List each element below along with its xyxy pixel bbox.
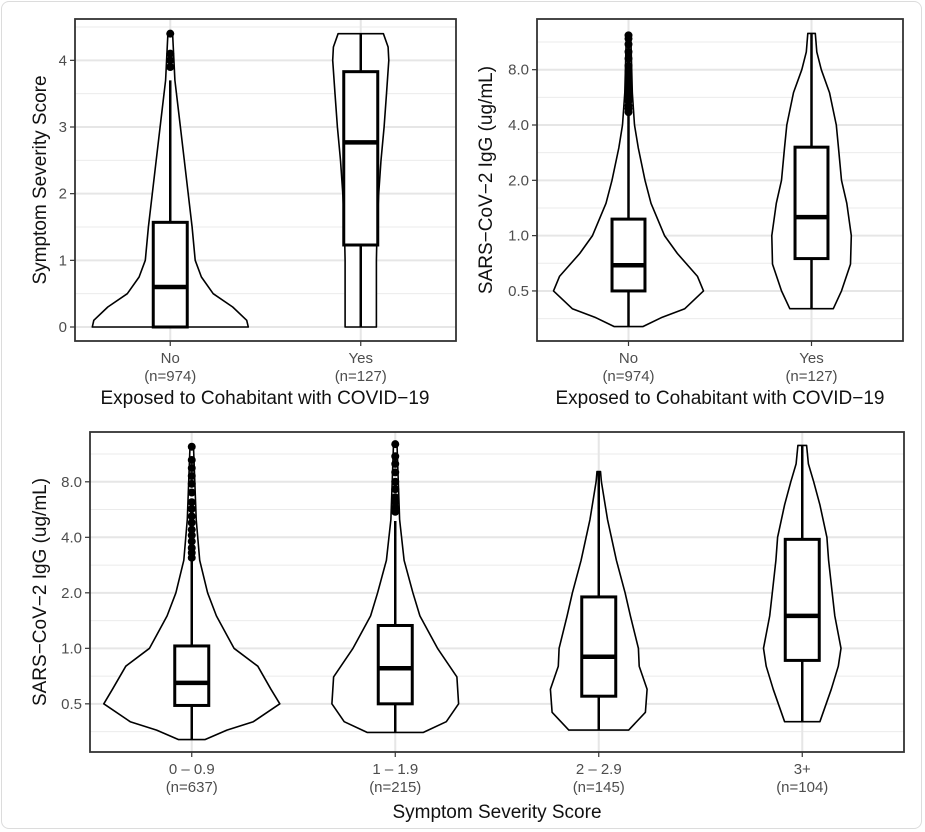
x-tick-label: Yes [349,350,373,367]
y-tick-label: 3 [59,119,67,136]
box-iqr [173,644,211,707]
y-tick-label: 4.0 [61,529,82,546]
y-tick-label: 1.0 [61,640,82,657]
x-axis-title: Symptom Severity Score [392,802,601,823]
outlier-point [187,464,196,473]
outlier-point [187,456,196,465]
x-tick-label: 0 – 0.9 [169,761,215,778]
outlier-point [166,56,175,65]
outlier-point [391,468,400,477]
x-tick-label: No [619,350,638,367]
box-iqr [580,595,618,698]
group-2 [770,32,853,310]
outlier-point [187,525,196,534]
outlier-point [391,459,400,468]
y-axis-title: SARS−CoV−2 IgG (ug/mL) [30,478,51,706]
x-axis-title: Exposed to Cohabitant with COVID−19 [556,388,885,409]
box-iqr [376,623,414,706]
y-tick-label: 4.0 [508,117,529,134]
panel-2: 0.5 1.0 2.0 4.0 8.0 No(n=974) Yes(n=127) Expose… [476,18,904,409]
x-tick-count: (n=974) [144,368,196,385]
panel-1: 0 1 2 3 4 No(n=974) Yes(n=127) Exposed to Cohab… [30,18,457,409]
y-tick-label: 2 [59,186,67,203]
outlier-point [187,472,196,481]
outlier-point [166,49,175,58]
x-tick-label: No [161,350,180,367]
group-2 [331,440,460,734]
panel-border [536,18,904,342]
outlier-point [187,498,196,507]
outlier-point [187,488,196,497]
y-tick-label: 1.0 [508,228,529,245]
y-tick-label: 2.0 [508,172,529,189]
box-iqr [783,537,821,662]
y-tick-label: 1 [59,252,67,269]
x-tick-count: (n=974) [602,368,654,385]
outlier-point [624,54,633,63]
group-1 [103,442,281,741]
box-iqr [151,220,189,329]
y-tick-label: 8.0 [61,474,82,491]
group-2 [331,32,390,328]
y-axis-title: SARS−CoV−2 IgG (ug/mL) [476,66,497,294]
group-3 [549,470,648,731]
group-1 [91,29,250,329]
box-iqr [610,217,647,293]
x-tick-label: 1 – 1.9 [372,761,418,778]
y-tick-label: 0.5 [61,696,82,713]
x-tick-count: (n=145) [573,779,625,796]
outlier-point [187,544,196,553]
outlier-point [624,40,633,49]
group-1 [552,31,705,328]
outlier-point [187,512,196,521]
outlier-point [391,440,400,449]
y-axis-title: Symptom Severity Score [30,75,51,284]
outlier-point [391,493,400,502]
box-iqr [342,70,380,247]
outlier-point [624,78,633,87]
panel-border [89,431,905,753]
outlier-point [187,537,196,546]
outlier-point [624,67,633,76]
y-tick-label: 0 [59,319,67,336]
outlier-point [187,479,196,488]
outlier-point [391,452,400,461]
x-tick-count: (n=127) [785,368,837,385]
outlier-point [187,504,196,513]
y-tick-label: 8.0 [508,62,529,79]
outlier-point [187,531,196,540]
outlier-point [624,61,633,70]
x-tick-label: Yes [799,350,823,367]
box-iqr [793,145,830,261]
y-tick-label: 2.0 [61,585,82,602]
x-tick-count: (n=104) [776,779,828,796]
outlier-point [624,47,633,56]
x-tick-label: 3+ [794,761,811,778]
panel-border [74,18,457,342]
x-tick-count: (n=127) [335,368,387,385]
x-tick-label: 2 – 2.9 [576,761,622,778]
panel-3: 0.5 1.0 2.0 4.0 8.0 0 – 0.9(n=637) 1 – 1.9(n=2… [30,431,905,823]
group-4 [762,444,842,723]
y-tick-label: 0.5 [508,283,529,300]
outlier-point [624,31,633,40]
x-tick-count: (n=637) [166,779,218,796]
x-axis-title: Exposed to Cohabitant with COVID−19 [101,388,430,409]
outlier-point [187,518,196,527]
outlier-point [391,485,400,494]
y-tick-label: 4 [59,52,67,69]
outlier-point [166,63,175,71]
x-tick-count: (n=215) [369,779,421,796]
outlier-point [391,477,400,486]
outlier-point [166,29,175,38]
outlier-point [187,442,196,451]
